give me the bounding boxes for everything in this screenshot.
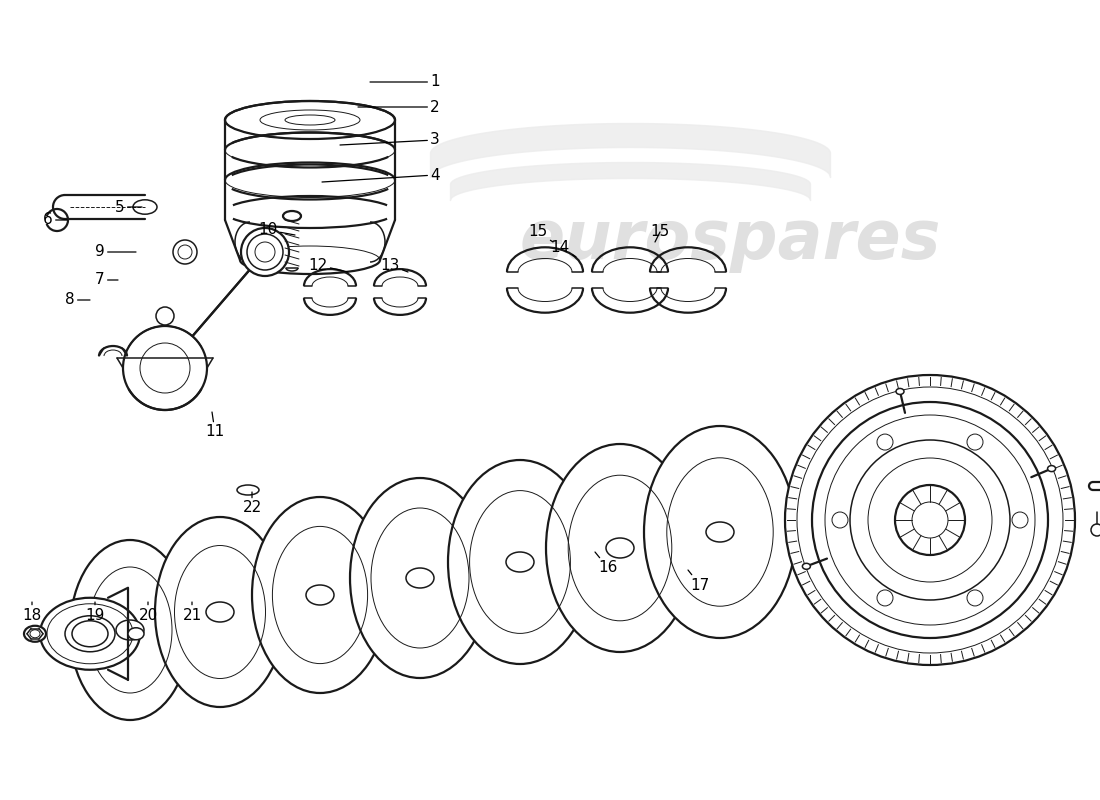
- Ellipse shape: [260, 110, 360, 130]
- Ellipse shape: [70, 540, 190, 720]
- Text: 12: 12: [308, 258, 348, 273]
- Text: 10: 10: [258, 222, 295, 238]
- Ellipse shape: [546, 444, 694, 652]
- Text: 18: 18: [22, 602, 42, 622]
- Ellipse shape: [128, 628, 144, 640]
- Ellipse shape: [506, 552, 534, 572]
- Ellipse shape: [448, 460, 592, 664]
- Ellipse shape: [606, 538, 634, 558]
- Ellipse shape: [306, 585, 334, 605]
- Text: 19: 19: [86, 602, 104, 622]
- Ellipse shape: [116, 620, 144, 640]
- Circle shape: [1091, 524, 1100, 536]
- Circle shape: [850, 440, 1010, 600]
- Text: 4: 4: [322, 167, 440, 182]
- Ellipse shape: [155, 517, 285, 707]
- Circle shape: [785, 375, 1075, 665]
- Circle shape: [241, 228, 289, 276]
- Circle shape: [1012, 512, 1028, 528]
- Circle shape: [832, 512, 848, 528]
- Text: 15: 15: [528, 225, 553, 242]
- Ellipse shape: [252, 497, 388, 693]
- Text: 11: 11: [206, 412, 224, 439]
- Text: 16: 16: [595, 552, 618, 575]
- Circle shape: [877, 434, 893, 450]
- Circle shape: [895, 485, 965, 555]
- Circle shape: [123, 326, 207, 410]
- Text: 21: 21: [183, 602, 201, 622]
- Circle shape: [248, 234, 283, 270]
- Ellipse shape: [1047, 466, 1056, 471]
- Text: 8: 8: [65, 293, 90, 307]
- Ellipse shape: [350, 478, 490, 678]
- Text: 15: 15: [650, 225, 670, 242]
- Circle shape: [967, 434, 983, 450]
- Ellipse shape: [706, 522, 734, 542]
- Circle shape: [877, 590, 893, 606]
- Circle shape: [156, 307, 174, 325]
- Text: 2: 2: [358, 99, 440, 114]
- Text: eurospares: eurospares: [519, 207, 940, 273]
- Text: 9: 9: [95, 245, 136, 259]
- Ellipse shape: [896, 389, 904, 394]
- Text: 3: 3: [340, 133, 440, 147]
- Text: 17: 17: [688, 570, 710, 593]
- Circle shape: [967, 590, 983, 606]
- Text: 13: 13: [381, 258, 408, 273]
- Text: 22: 22: [242, 492, 262, 515]
- Text: 6: 6: [43, 213, 67, 227]
- Text: 7: 7: [96, 273, 118, 287]
- Ellipse shape: [283, 211, 301, 221]
- Text: 5: 5: [116, 199, 142, 214]
- Ellipse shape: [206, 602, 234, 622]
- Ellipse shape: [802, 563, 811, 570]
- Circle shape: [173, 240, 197, 264]
- Ellipse shape: [406, 568, 434, 588]
- Text: 1: 1: [370, 74, 440, 90]
- Ellipse shape: [133, 200, 157, 214]
- Text: 20: 20: [139, 602, 157, 622]
- Ellipse shape: [644, 426, 796, 638]
- Ellipse shape: [40, 598, 140, 670]
- Text: 14: 14: [550, 239, 576, 257]
- Ellipse shape: [24, 626, 46, 642]
- Circle shape: [812, 402, 1048, 638]
- Ellipse shape: [72, 621, 108, 646]
- Ellipse shape: [226, 101, 395, 139]
- Ellipse shape: [236, 485, 258, 495]
